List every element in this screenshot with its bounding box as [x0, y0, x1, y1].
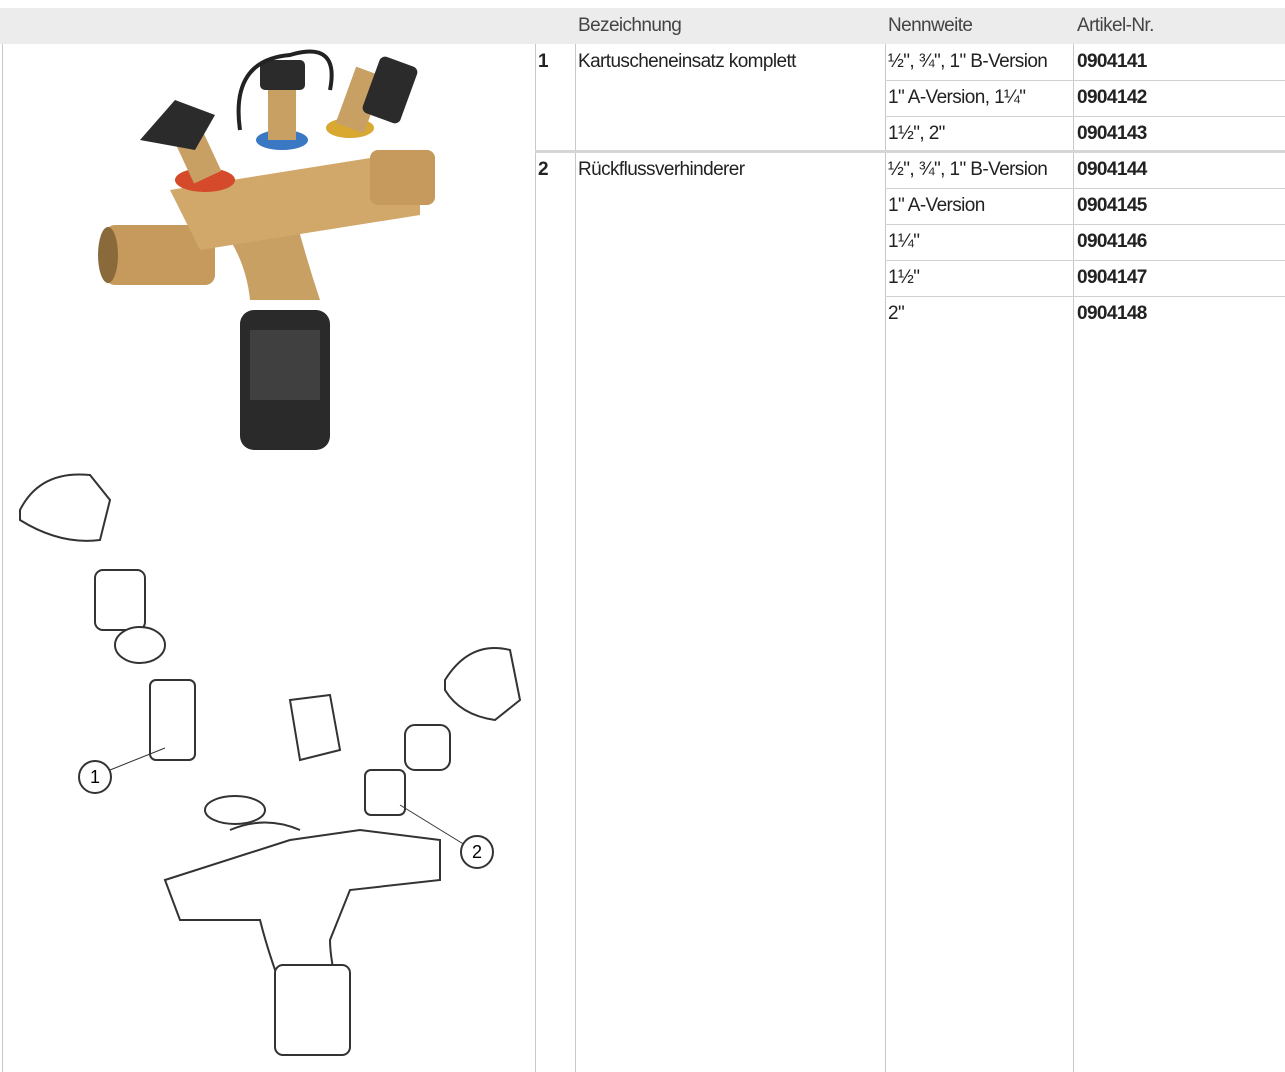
callout: 1	[90, 767, 100, 787]
group-name: Rückflussverhinderer	[578, 159, 745, 180]
article-cell: 0904144	[1077, 159, 1147, 180]
col-line	[535, 44, 536, 1072]
valve-photo	[98, 49, 435, 450]
row-line	[885, 296, 1285, 297]
col-line	[885, 44, 886, 1072]
size-cell: 1¼"	[888, 231, 920, 252]
article-cell: 0904145	[1077, 195, 1147, 216]
header-cell: Artikel-Nr.	[1077, 15, 1154, 36]
figure: 1 2	[19, 49, 522, 1056]
row-line	[885, 116, 1285, 117]
group-number: 1	[538, 51, 549, 72]
size-cell: 1½"	[888, 267, 920, 288]
exploded-drawing	[19, 473, 522, 1056]
article-cell: 0904141	[1077, 51, 1147, 72]
group-number: 2	[538, 159, 549, 180]
col-line	[1073, 44, 1074, 1072]
group-separator	[535, 150, 1285, 153]
col-line	[2, 44, 3, 1072]
row-line	[885, 80, 1285, 81]
article-cell: 0904147	[1077, 267, 1147, 288]
size-cell: ½", ¾", 1" B-Version	[888, 51, 1048, 72]
size-cell: 1" A-Version	[888, 195, 985, 216]
article-cell: 0904142	[1077, 87, 1147, 108]
row-line	[885, 224, 1285, 225]
header-bar	[0, 8, 1285, 44]
article-cell: 0904146	[1077, 231, 1147, 252]
header-cell: Nennweite	[888, 15, 973, 36]
row-line	[885, 188, 1285, 189]
col-line	[575, 44, 576, 1072]
article-cell: 0904143	[1077, 123, 1147, 144]
size-cell: 1½", 2"	[888, 123, 945, 144]
size-cell: 2"	[888, 303, 905, 324]
size-cell: 1" A-Version, 1¼"	[888, 87, 1026, 108]
group-name: Kartuscheneinsatz komplett	[578, 51, 796, 72]
article-cell: 0904148	[1077, 303, 1147, 324]
row-line	[885, 260, 1285, 261]
header-cell: Bezeichnung	[578, 15, 682, 36]
size-cell: ½", ¾", 1" B-Version	[888, 159, 1048, 180]
callout: 2	[472, 842, 482, 862]
